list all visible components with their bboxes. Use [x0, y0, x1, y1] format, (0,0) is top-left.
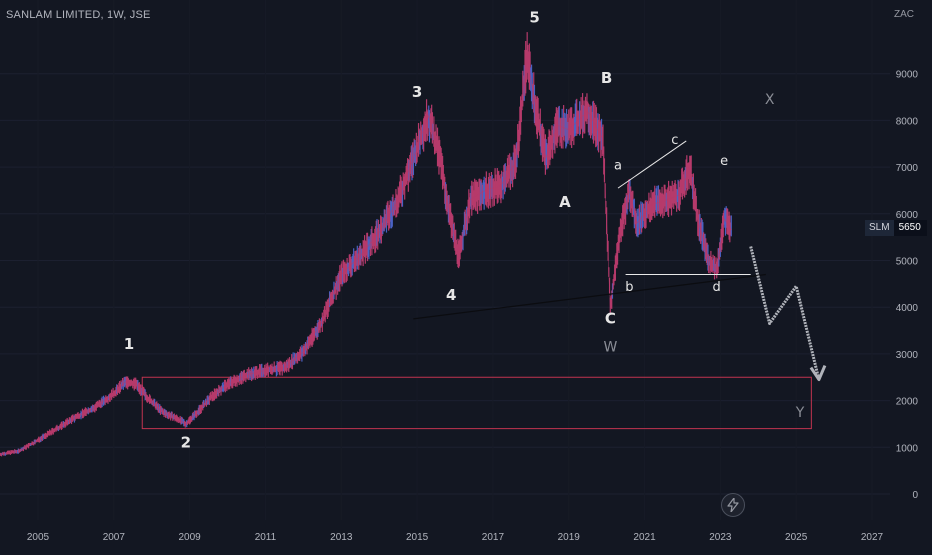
last-price-tag: SLM 5650: [865, 220, 927, 236]
x-tick-label: 2025: [785, 532, 808, 543]
target-zone-layer: [141, 376, 812, 430]
currency-label: ZAC: [894, 9, 914, 20]
x-tick-label: 2011: [255, 532, 277, 543]
y-tick-label: 5000: [896, 257, 919, 268]
price-line: [0, 54, 733, 455]
wave-label: 1: [124, 335, 134, 353]
structure-label: X: [765, 92, 775, 108]
wave-label: A: [559, 193, 571, 211]
grid: [0, 73, 890, 495]
wave-label: c: [671, 133, 678, 148]
price-tag-symbol: SLM: [865, 220, 894, 236]
wave-label: a: [614, 158, 622, 173]
y-axis: 0 1000 2000 3000 4000 5000 6000 7000 8000 9000: [896, 70, 919, 501]
x-tick-label: 2019: [558, 532, 581, 543]
wave-label: 4: [446, 286, 456, 304]
wave-label: e: [720, 154, 728, 169]
trendline-layer: [413, 140, 827, 382]
forecast-arrow: [749, 246, 821, 380]
x-tick-label: 2017: [482, 532, 505, 543]
structure-label: W: [604, 340, 618, 356]
chart-title: SANLAM LIMITED, 1W, JSE: [6, 9, 151, 21]
x-tick-label: 2013: [330, 532, 353, 543]
y-tick-label: 7000: [896, 163, 919, 174]
x-tick-label: 2021: [633, 532, 656, 543]
y-tick-label: 9000: [896, 70, 919, 81]
y-tick-label: 6000: [896, 210, 919, 221]
x-tick-label: 2015: [406, 532, 429, 543]
support-trendline: [413, 273, 766, 320]
x-tick-label: 2009: [179, 532, 202, 543]
wave-label: 2: [181, 433, 191, 451]
x-tick-label: 2005: [27, 532, 50, 543]
wave-label-layer: 1 2 3 4 5 A B Ca b c d e W X Y: [124, 8, 805, 451]
forecast-arrowhead: [809, 364, 827, 382]
x-tick-label: 2007: [103, 532, 126, 543]
wave-label: 3: [412, 83, 422, 101]
price-tag-value: 5650: [893, 220, 927, 236]
wedge-upper-line: [617, 140, 687, 189]
y-tick-label: 4000: [896, 303, 919, 314]
target-zone-box: [141, 376, 812, 430]
x-tick-label: 2023: [709, 532, 732, 543]
wave-label: C: [605, 310, 616, 328]
y-tick-label: 0: [912, 490, 918, 501]
lightning-icon[interactable]: [721, 493, 745, 517]
wave-label: b: [625, 280, 633, 295]
x-axis: 2005 2007 2009 2011 2013 2015 2017 2019 2021 2023…: [27, 532, 884, 543]
wave-label: d: [712, 280, 720, 295]
y-tick-label: 8000: [896, 116, 919, 127]
x-tick-label: 2027: [861, 532, 884, 543]
structure-label: Y: [795, 405, 805, 421]
y-tick-label: 3000: [896, 350, 919, 361]
y-tick-label: 2000: [896, 397, 919, 408]
wave-label: 5: [529, 8, 539, 26]
wave-label: B: [601, 69, 612, 87]
y-tick-label: 1000: [896, 443, 919, 454]
price-series-layer: [0, 32, 733, 457]
